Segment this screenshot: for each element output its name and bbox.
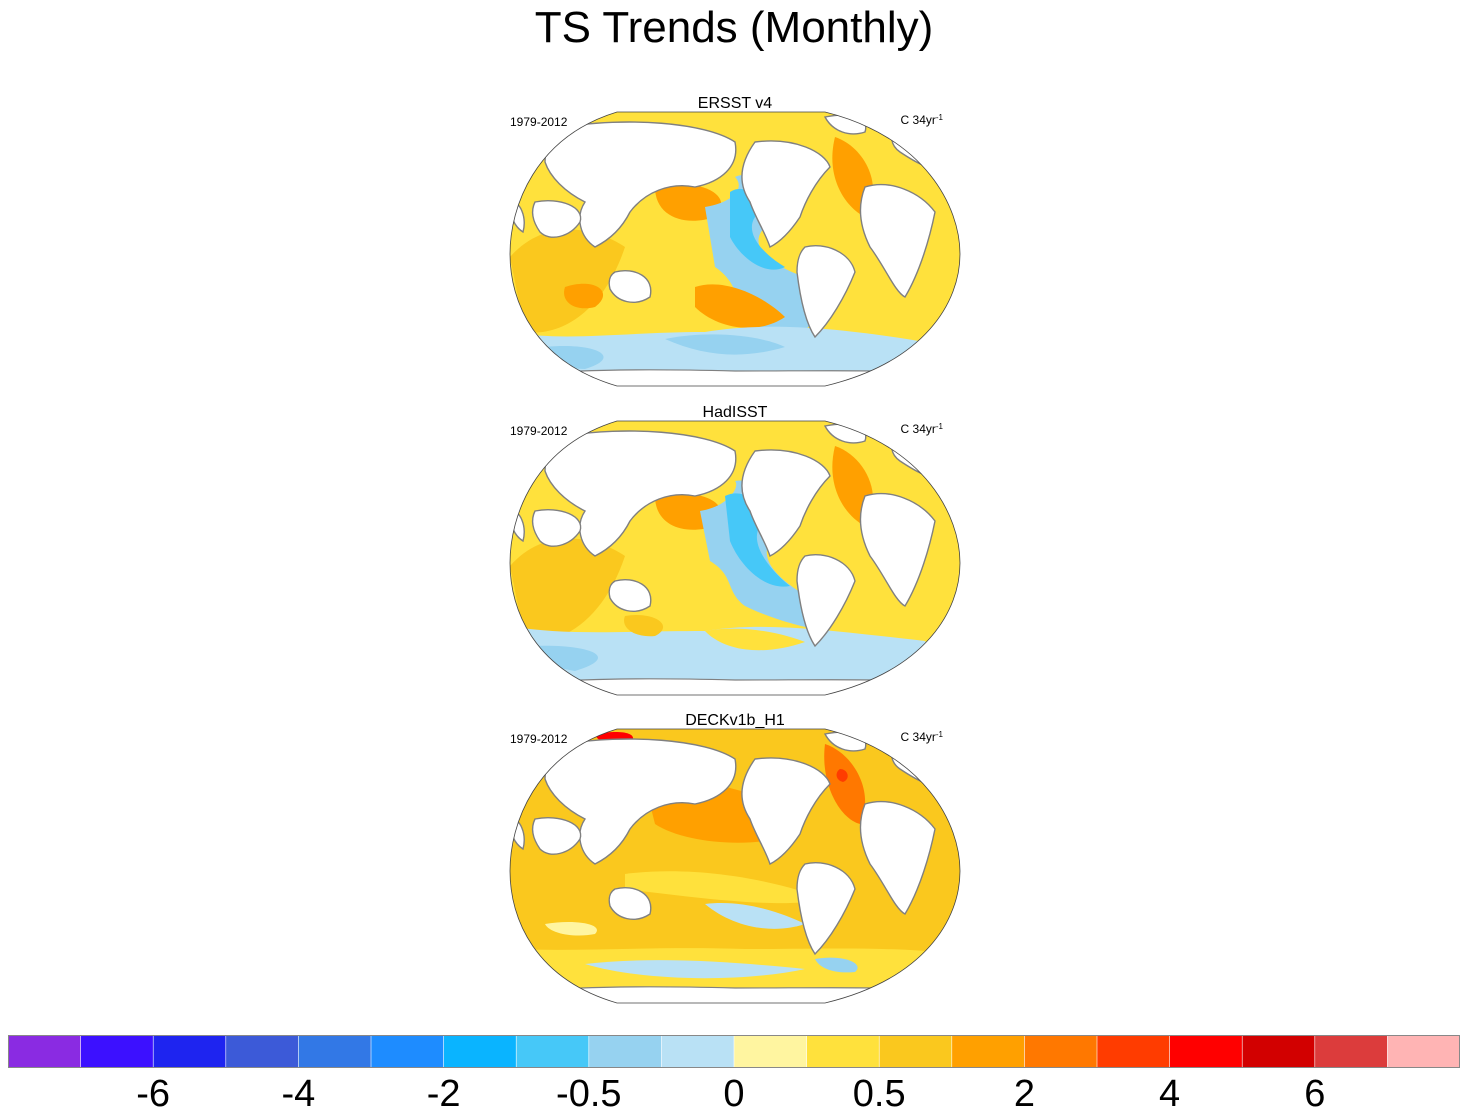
trend-contour [510,229,625,333]
landmass [608,887,652,920]
landmass [531,200,582,238]
units-label: C 34yr-1 [900,422,943,436]
period-label: 1979-2012 [510,424,568,438]
trend-contour [510,538,625,642]
period-label: 1979-2012 [510,732,568,746]
colorbar-swatch [1314,1035,1389,1068]
colorbar-swatch [1169,1035,1243,1068]
landmass [859,183,936,298]
colorbar-tick-label: 2 [1013,1073,1035,1115]
colorbar-swatch [588,1035,662,1068]
trend-map-hadisst [509,420,961,696]
trend-contour [545,922,597,936]
colorbar-swatch [1241,1035,1316,1068]
trend-contour [730,188,785,270]
colorbar-tick-label: 0 [723,1073,745,1115]
map-field [510,112,960,386]
figure-title: TS Trends (Monthly) [534,3,934,52]
landmass [544,121,737,248]
colorbar-swatch [370,1035,445,1068]
colorbar-swatch [152,1035,227,1068]
colorbar-swatch [733,1035,808,1068]
landmass [741,140,831,248]
panel-title: DECKv1b_H1 [685,712,785,729]
colorbar-tick-label: -2 [426,1073,461,1115]
colorbar-tick-label: -4 [281,1073,316,1115]
panel-deck: DECKv1b_H1 1979-2012 C 34yr-1 [505,712,965,1012]
trend-contour [705,628,805,651]
trend-map-ersst [509,111,961,387]
trend-contour [705,903,805,929]
landmass [796,245,856,339]
units-label: C 34yr-1 [900,730,943,744]
antarctica [510,369,960,386]
trend-contour [836,769,848,782]
colorbar-swatch [515,1035,590,1068]
landmass [741,449,831,557]
colorbar-swatch [661,1035,735,1068]
colorbar-tick-label: -6 [136,1073,171,1115]
colorbar-frame [8,1035,1460,1068]
colorbar-swatch [806,1035,880,1068]
colorbar-swatch [443,1035,517,1068]
map-border [509,111,961,387]
antarctica [510,678,960,695]
trend-contour [815,957,858,973]
landmass [859,800,936,915]
colorbar-tick-label: -0.5 [556,1073,622,1115]
map-field [510,729,960,1003]
colorbar-swatch [8,1035,82,1068]
antarctica [510,986,960,1003]
trend-contour [564,283,604,309]
trend-contour [585,960,805,979]
colorbar-tick-label: 0.5 [852,1073,906,1115]
panel-title: ERSST v4 [697,95,773,112]
colorbar-swatch [1387,1035,1460,1068]
landmass [796,554,856,648]
colorbar-swatch [1024,1035,1098,1068]
trend-map-deck [509,728,961,1004]
colorbar-swatch [298,1035,372,1068]
panel-hadisst: HadISST 1979-2012 C 34yr-1 [505,404,965,704]
trend-contour [824,744,866,824]
trend-contour [695,284,785,328]
trend-contour [665,334,785,355]
units-label: C 34yr-1 [900,113,943,127]
landmass [608,270,652,303]
trend-contour [725,493,790,587]
landmass [531,817,582,855]
colorbar [8,1035,1460,1068]
trend-contour [625,871,825,904]
colorbar-swatch [951,1035,1025,1068]
landmass [544,738,737,865]
colorbar-tick-label: 6 [1304,1073,1326,1115]
period-label: 1979-2012 [510,115,568,129]
map-field [510,421,960,695]
panel-title: HadISST [702,404,768,421]
trend-contour [655,184,722,221]
landmass [531,509,582,547]
colorbar-swatch [878,1035,953,1068]
landmass [859,492,936,607]
colorbar-swatch [1096,1035,1171,1068]
colorbar-swatch [80,1035,154,1068]
landmass [796,862,856,956]
map-border [509,420,961,696]
trend-contour [535,645,598,671]
panel-ersst: ERSST v4 1979-2012 C 34yr-1 [505,95,965,395]
map-border [509,728,961,1004]
landmass [608,579,652,612]
landmass [544,430,737,557]
colorbar-swatch [225,1035,300,1068]
landmass [741,757,831,865]
trend-contour [624,615,664,637]
colorbar-tick-label: 4 [1159,1073,1181,1115]
